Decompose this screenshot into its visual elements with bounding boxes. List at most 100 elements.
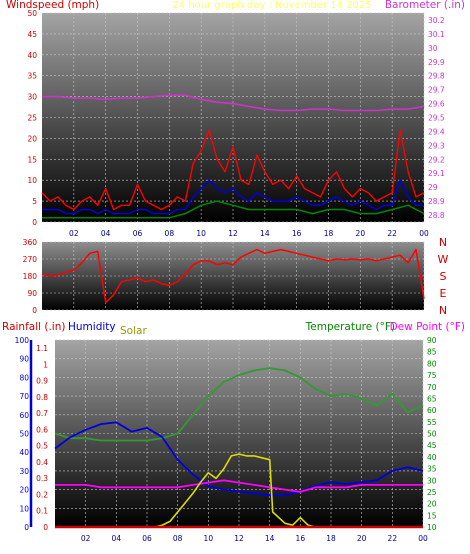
x-tick-label: 18 xyxy=(324,229,334,238)
x-tick-label: 12 xyxy=(234,534,244,543)
panel3-temperature-ticks: 10 15 20 25 30 35 40 45 50 55 60 65 70 75 80 85 90 xyxy=(427,336,437,532)
rainfall-tick-label: 0.7 xyxy=(36,409,48,418)
rainfall-tick-label: 0.1 xyxy=(36,507,48,516)
windspeed-tick-label: 0 xyxy=(32,218,37,227)
barometer-tick-label: 28.9 xyxy=(428,197,445,206)
windspeed-tick-label: 25 xyxy=(27,114,37,123)
rainfall-tick-label: 0.2 xyxy=(36,490,48,499)
panel1-series xyxy=(41,94,425,219)
x-tick-label: 00 xyxy=(418,534,428,543)
humidity-line xyxy=(54,421,424,497)
direction-tick-label: 0 xyxy=(32,306,37,315)
dewpoint-axis-label: Dew Point (°F) xyxy=(390,321,465,333)
humidity-tick-label: 80 xyxy=(19,373,29,382)
rainfall-tick-label: 0.9 xyxy=(36,377,48,386)
rainfall-tick-label: 0.4 xyxy=(36,458,48,467)
panel2-left-ticks: 0 90 180 270 360 xyxy=(23,238,38,315)
temperature-tick-label: 65 xyxy=(427,394,437,403)
avg-line xyxy=(42,200,425,219)
x-tick-label: 16 xyxy=(292,229,302,238)
humidity-tick-label: 70 xyxy=(19,392,29,401)
windspeed-tick-label: 35 xyxy=(27,72,37,81)
temperature-tick-label: 50 xyxy=(427,430,437,439)
rainfall-tick-label: 0.5 xyxy=(36,442,48,451)
temperature-tick-label: 85 xyxy=(427,348,437,357)
temperature-tick-label: 75 xyxy=(427,371,437,380)
panel2-series xyxy=(41,248,425,304)
humidity-tick-label: 90 xyxy=(19,355,29,364)
humidity-tick-label: 30 xyxy=(19,467,29,476)
compass-label: E xyxy=(440,287,447,300)
x-tick-label: 06 xyxy=(133,229,143,238)
barometer-tick-label: 29 xyxy=(428,183,438,192)
panel3-series xyxy=(54,367,424,529)
temperature-tick-label: 90 xyxy=(427,336,437,345)
wind-line xyxy=(42,179,424,215)
rainfall-tick-label: 0.3 xyxy=(36,474,48,483)
barometer-tick-label: 29.1 xyxy=(428,169,445,178)
panel1-grid xyxy=(42,12,425,223)
x-tick-label: 20 xyxy=(357,534,367,543)
compass-label: W xyxy=(438,253,449,266)
temperature-tick-label: 60 xyxy=(427,406,437,415)
x-tick-label: 16 xyxy=(296,534,306,543)
barometer-line xyxy=(42,94,425,112)
x-tick-label: 02 xyxy=(69,229,79,238)
x-tick-label: 10 xyxy=(196,229,206,238)
compass-label: N xyxy=(439,236,447,249)
humidity-tick-label: 40 xyxy=(19,448,29,457)
temperature-tick-label: 70 xyxy=(427,383,437,392)
windspeed-axis-label: Windspeed (mph) xyxy=(6,0,99,11)
solar-axis-label: Solar xyxy=(120,325,147,337)
rainfall-tick-label: 1.1 xyxy=(36,344,48,353)
barometer-axis-label: Barometer (.in) xyxy=(385,0,465,11)
gust-line xyxy=(41,129,425,211)
barometer-tick-label: 30.2 xyxy=(428,16,445,25)
temperature-tick-label: 20 xyxy=(427,500,437,509)
x-tick-label: 08 xyxy=(173,534,183,543)
rainfall-tick-label: 1 xyxy=(43,360,48,369)
temperature-tick-label: 55 xyxy=(427,418,437,427)
temperature-line xyxy=(54,367,424,442)
temperature-tick-label: 35 xyxy=(427,465,437,474)
barometer-tick-label: 29.6 xyxy=(428,100,445,109)
x-tick-label: 08 xyxy=(165,229,175,238)
x-tick-label: 04 xyxy=(112,534,122,543)
x-tick-label: 18 xyxy=(326,534,336,543)
direction-tick-label: 270 xyxy=(23,255,38,264)
humidity-tick-label: 20 xyxy=(19,486,29,495)
direction-tick-label: 90 xyxy=(27,289,37,298)
windspeed-tick-label: 15 xyxy=(27,155,37,164)
temperature-tick-label: 80 xyxy=(427,359,437,368)
humidity-tick-label: 100 xyxy=(15,336,30,345)
panel3-x-ticks: 02 04 06 08 10 12 14 16 18 20 22 00 xyxy=(81,534,428,543)
humidity-tick-label: 60 xyxy=(19,411,29,420)
humidity-tick-label: 0 xyxy=(24,523,29,532)
x-tick-label: 00 xyxy=(419,229,429,238)
x-tick-label: 04 xyxy=(101,229,111,238)
windspeed-tick-label: 50 xyxy=(27,9,37,18)
barometer-tick-label: 28.8 xyxy=(428,211,445,220)
temperature-axis-label: Temperature (°F) xyxy=(305,321,395,333)
barometer-tick-label: 30 xyxy=(428,44,438,53)
direction-line xyxy=(41,248,425,304)
solar-line xyxy=(55,453,423,528)
rainfall-tick-label: 0 xyxy=(43,523,48,532)
rainfall-tick-label: 0.6 xyxy=(36,425,48,434)
panel1-title: 24 hour graph day : November 14 2025 xyxy=(172,0,371,11)
compass-label: S xyxy=(440,270,447,283)
temperature-tick-label: 25 xyxy=(427,488,437,497)
panel3-humidity-ticks: 0 10 20 30 40 50 60 70 80 90 100 xyxy=(15,336,30,532)
windspeed-tick-label: 45 xyxy=(27,30,37,39)
windspeed-tick-label: 5 xyxy=(32,197,37,206)
humidity-axis-label: Humidity xyxy=(68,321,116,333)
x-tick-label: 22 xyxy=(388,534,398,543)
x-tick-label: 06 xyxy=(142,534,152,543)
x-tick-label: 22 xyxy=(387,229,397,238)
panel1-right-ticks: 28.8 28.9 29 29.1 29.2 29.3 29.4 29.5 29.6 29.7 29… xyxy=(428,16,445,220)
barometer-tick-label: 29.8 xyxy=(428,72,445,81)
dewpoint-line xyxy=(55,479,423,493)
barometer-tick-label: 30.1 xyxy=(428,30,445,39)
humidity-tick-label: 50 xyxy=(19,430,29,439)
